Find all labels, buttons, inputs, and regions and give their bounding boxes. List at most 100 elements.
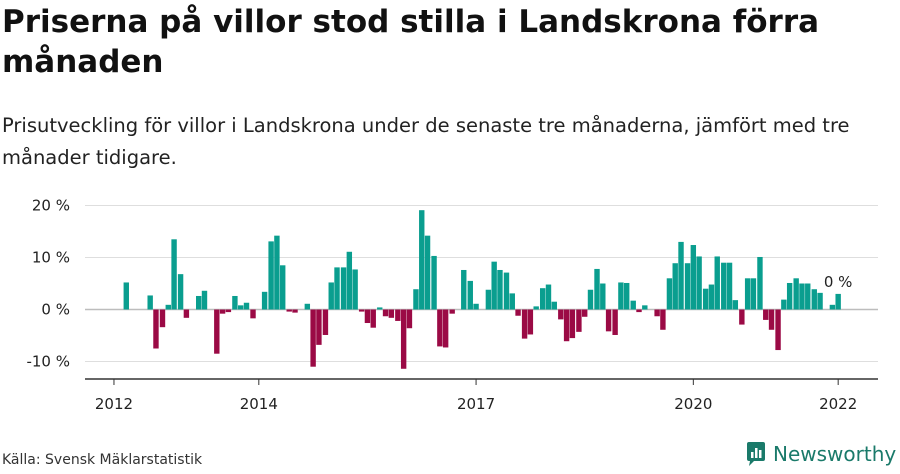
bar	[594, 268, 600, 310]
bar	[533, 306, 539, 310]
bar	[702, 288, 709, 310]
bar	[515, 309, 521, 316]
bar	[744, 278, 751, 310]
bar	[292, 309, 298, 313]
bar	[340, 267, 347, 310]
bar	[334, 267, 340, 310]
bar	[497, 269, 503, 310]
bar	[316, 309, 322, 345]
bar	[431, 255, 437, 310]
bar	[551, 301, 557, 310]
bar	[708, 284, 715, 310]
bar	[805, 283, 811, 310]
bar	[618, 282, 624, 310]
bar	[286, 309, 292, 312]
bar	[419, 210, 425, 310]
bar	[165, 304, 171, 310]
bar	[238, 305, 244, 310]
bar	[624, 282, 630, 310]
bar	[437, 309, 443, 347]
bar	[587, 289, 594, 310]
bar	[569, 309, 576, 339]
bar	[400, 309, 407, 369]
bar	[461, 269, 467, 310]
bar	[485, 289, 492, 310]
bar	[521, 309, 528, 339]
bar	[346, 251, 353, 310]
bar	[786, 282, 793, 310]
bar	[159, 309, 166, 328]
bar	[600, 283, 606, 310]
bar	[684, 263, 691, 310]
bar	[739, 309, 745, 325]
bar	[243, 302, 250, 310]
bar	[328, 282, 334, 310]
bar	[763, 309, 769, 320]
bar	[201, 290, 208, 310]
bar	[352, 269, 358, 310]
bar	[304, 303, 311, 310]
bar	[364, 309, 371, 324]
bar	[642, 305, 648, 310]
bar	[473, 303, 479, 310]
bar	[527, 309, 534, 335]
bar	[636, 309, 642, 313]
bar	[449, 309, 455, 314]
bar	[726, 262, 733, 310]
bar	[424, 235, 431, 310]
bar	[310, 309, 316, 367]
x-tick-label: 2020	[674, 395, 712, 413]
bar	[250, 309, 256, 319]
bar	[413, 289, 419, 310]
bar	[732, 300, 739, 310]
bar	[775, 309, 781, 351]
bar	[660, 309, 666, 330]
bar	[558, 309, 564, 320]
bar	[268, 241, 274, 310]
bar	[835, 293, 841, 310]
bar	[582, 309, 588, 317]
brand-name: Newsworthy	[773, 442, 897, 466]
bar	[171, 239, 177, 310]
bar	[768, 309, 775, 330]
bar	[280, 265, 286, 310]
bar	[654, 309, 660, 317]
chart-title: Priserna på villor stod stilla i Landskr…	[2, 4, 820, 80]
bar	[153, 309, 159, 349]
x-tick-label: 2017	[457, 395, 495, 413]
bar	[395, 309, 401, 321]
bar	[491, 261, 497, 310]
y-axis-labels: 20 % 10 % 0 % -10 %	[26, 197, 70, 371]
bar	[358, 309, 365, 312]
bar	[799, 283, 805, 310]
bar	[509, 293, 515, 310]
bar	[467, 280, 473, 310]
bar	[123, 282, 129, 310]
y-tick-label: 0 %	[41, 301, 70, 319]
bar	[690, 245, 697, 310]
bar	[377, 307, 383, 310]
y-tick-label: 10 %	[32, 249, 70, 267]
y-tick-label: 20 %	[32, 197, 70, 215]
bar	[714, 256, 720, 310]
bar	[563, 309, 570, 342]
bar	[612, 309, 618, 335]
bar	[322, 309, 329, 335]
bar	[576, 309, 582, 332]
bar	[183, 309, 190, 318]
bar	[219, 309, 226, 314]
bar	[503, 272, 510, 310]
bar	[630, 300, 636, 310]
bar	[750, 278, 757, 310]
bar	[382, 309, 389, 317]
bar	[721, 262, 727, 310]
bar	[406, 309, 413, 329]
x-axis: 2012 2014 2017 2020 2022	[85, 378, 878, 413]
bar	[147, 295, 153, 310]
latest-value-annotation: 0 %	[824, 273, 853, 291]
x-tick-label: 2022	[819, 395, 857, 413]
bar	[388, 309, 395, 318]
bar	[811, 289, 817, 310]
bar	[225, 309, 232, 313]
